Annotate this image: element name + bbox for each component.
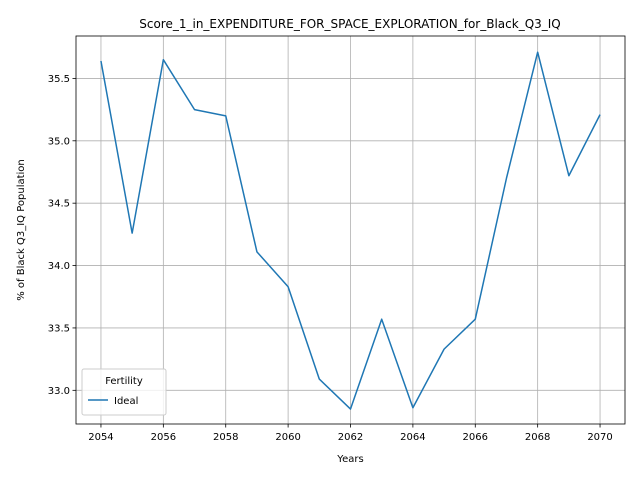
x-tick-label: 2062 [338, 432, 363, 443]
legend-entry: Ideal [114, 396, 138, 407]
y-tick-label: 35.5 [48, 74, 70, 85]
legend: Fertility Ideal [81, 368, 167, 416]
x-tick-label: 2068 [525, 432, 550, 443]
legend-box [81, 368, 167, 416]
series-layer [100, 51, 601, 410]
y-tick-label: 35.0 [48, 136, 70, 147]
y-axis-label: % of Black Q3_IQ Population [16, 159, 27, 301]
x-tick-label: 2064 [400, 432, 425, 443]
x-tick-label: 2060 [275, 432, 300, 443]
grid [76, 36, 625, 424]
chart-title: Score_1_in_EXPENDITURE_FOR_SPACE_EXPLORA… [139, 17, 561, 31]
x-tick-label: 2058 [213, 432, 238, 443]
y-tick-label: 33.0 [48, 386, 70, 397]
y-tick-label: 34.5 [48, 199, 70, 210]
ticks: 2054 2056 2058 2060 2062 2064 2066 2068 2070 33.0… [48, 74, 613, 443]
x-tick-label: 2066 [463, 432, 488, 443]
y-tick-label: 33.5 [48, 323, 70, 334]
x-tick-label: 2070 [587, 432, 612, 443]
y-tick-label: 34.0 [48, 261, 70, 272]
x-tick-label: 2054 [88, 432, 113, 443]
x-axis-label: Years [336, 454, 363, 465]
legend-title: Fertility [105, 376, 143, 387]
x-tick-label: 2056 [151, 432, 176, 443]
